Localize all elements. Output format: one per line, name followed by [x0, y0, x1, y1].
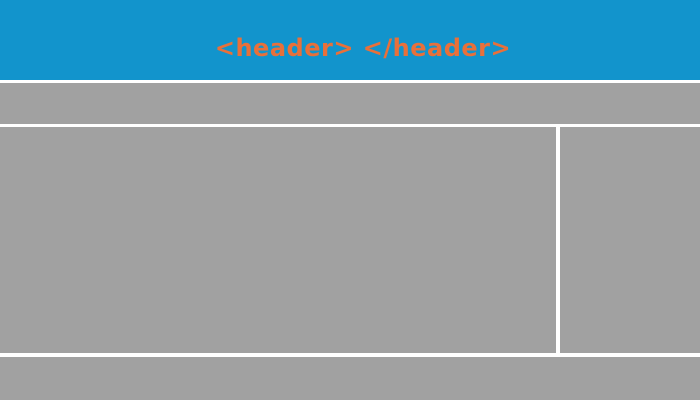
header-region: <header> </header> [0, 0, 700, 80]
main-content-region [0, 127, 556, 353]
nav-region [0, 83, 700, 124]
sidebar-region [560, 127, 700, 353]
header-label: <header> </header> [214, 33, 512, 62]
footer-region [0, 357, 700, 400]
